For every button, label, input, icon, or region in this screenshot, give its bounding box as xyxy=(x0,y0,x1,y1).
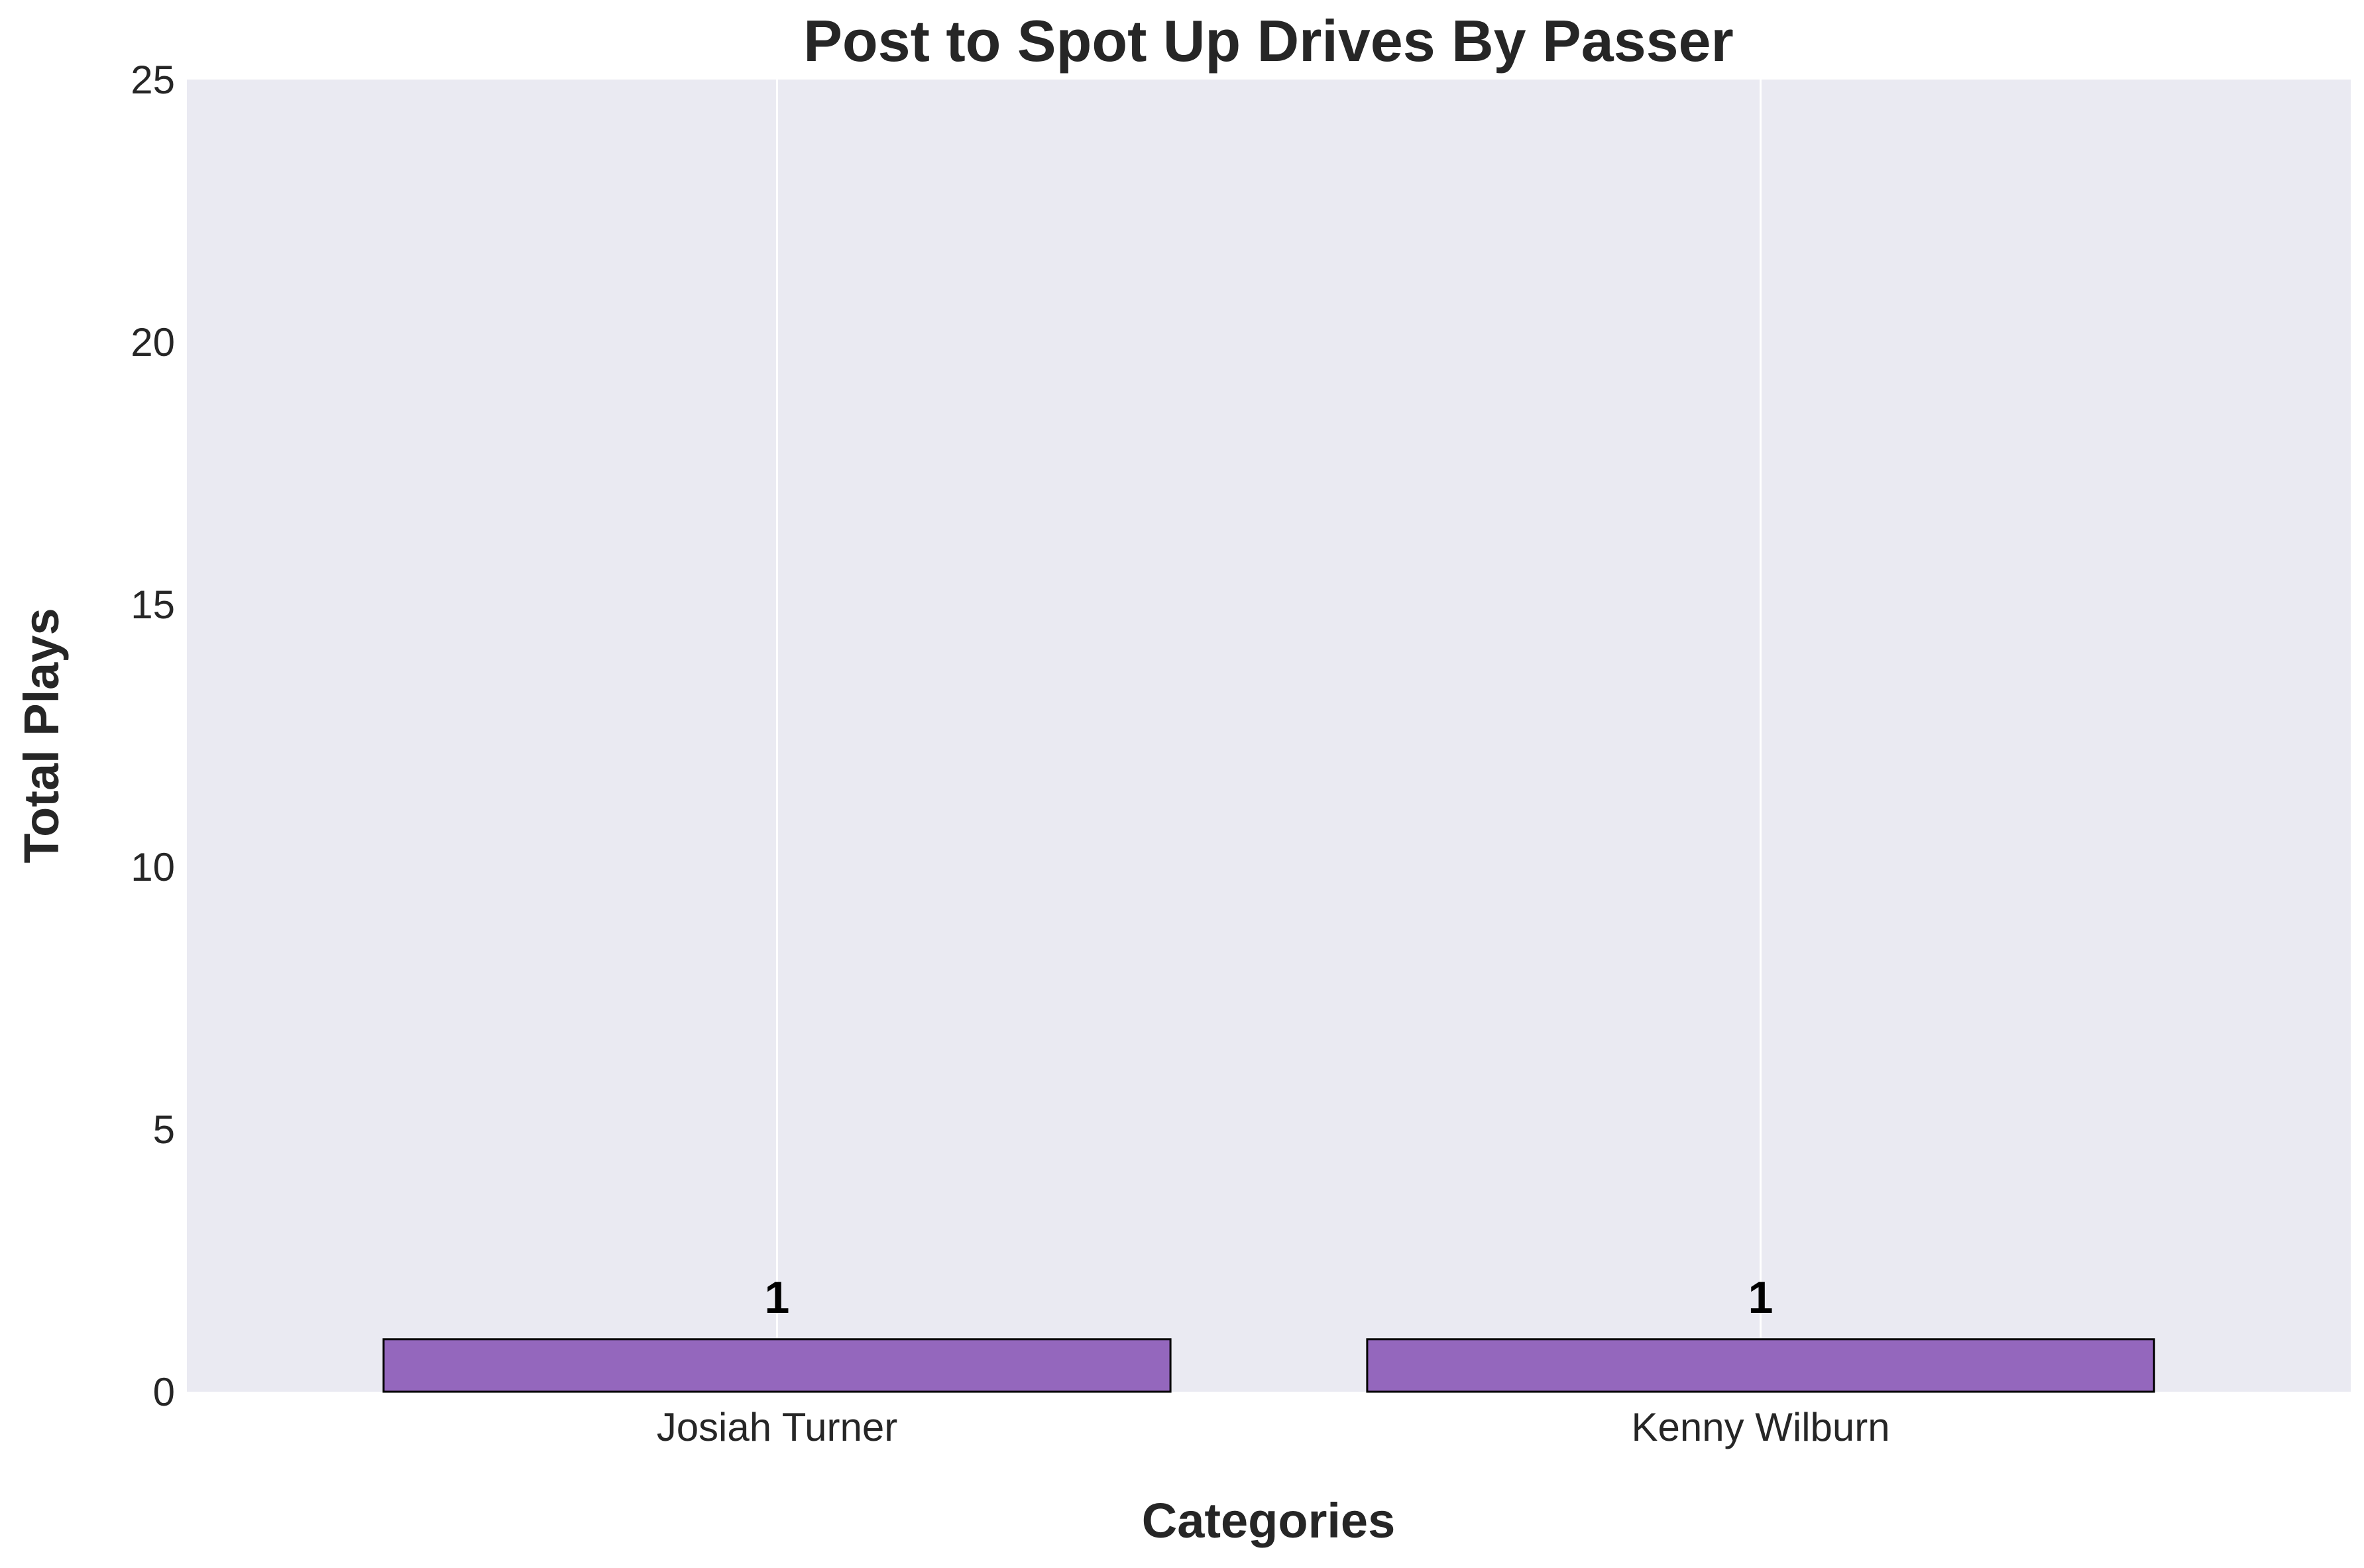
y-tick-labels: 0 5 10 15 20 25 xyxy=(131,58,175,1414)
chart-title: Post to Spot Up Drives By Passer xyxy=(803,8,1734,74)
y-tick-label: 20 xyxy=(131,320,175,364)
grid-lines xyxy=(775,80,1762,1392)
y-tick-label: 25 xyxy=(131,58,175,102)
bar xyxy=(1366,1338,2155,1393)
y-axis-label: Total Plays xyxy=(14,608,69,863)
bar-value-label: 1 xyxy=(1748,1272,1773,1323)
bar xyxy=(382,1338,1172,1393)
x-axis-label: Categories xyxy=(1142,1493,1395,1548)
x-tick-label: Kenny Wilburn xyxy=(1631,1405,1889,1449)
x-tick-labels: Josiah Turner Kenny Wilburn xyxy=(657,1405,1890,1449)
bars xyxy=(382,1338,2155,1393)
y-tick-label: 15 xyxy=(131,583,175,627)
y-tick-label: 10 xyxy=(131,845,175,889)
plot-area xyxy=(187,80,2351,1392)
y-tick-label: 0 xyxy=(153,1370,175,1414)
x-tick-label: Josiah Turner xyxy=(657,1405,898,1449)
bar-value-label: 1 xyxy=(765,1272,790,1323)
y-tick-label: 5 xyxy=(153,1107,175,1152)
